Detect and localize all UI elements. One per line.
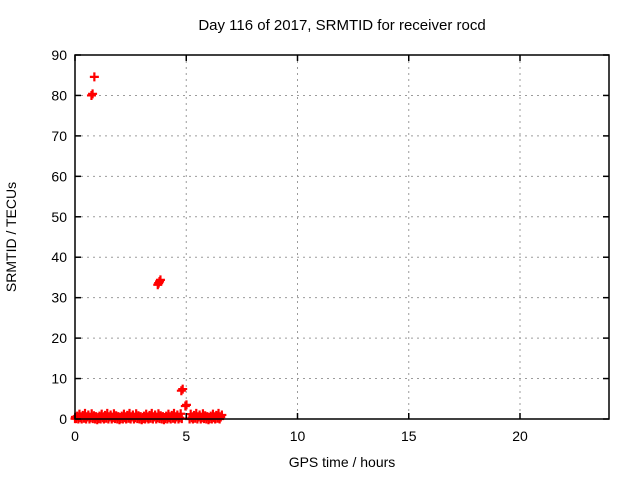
y-tick-label: 50	[51, 209, 67, 225]
y-tick-label: 70	[51, 128, 67, 144]
y-axis-label: SRMTID / TECUs	[3, 182, 19, 292]
data-point-marker	[176, 409, 186, 419]
tick-labels-layer: 0 5 10 15 20 0 10 20 30 40 50 60 70 80 90	[51, 47, 528, 444]
x-tick-label: 15	[401, 428, 417, 444]
x-tick-label: 10	[290, 428, 306, 444]
data-point-marker	[217, 410, 227, 420]
x-axis-label: GPS time / hours	[289, 454, 396, 470]
x-tick-label: 20	[512, 428, 528, 444]
y-tick-label: 0	[59, 411, 67, 427]
data-point-marker	[89, 72, 99, 82]
plot-border	[74, 54, 610, 420]
y-tick-label: 20	[51, 330, 67, 346]
data-point-marker	[155, 275, 165, 285]
data-point-marker	[86, 90, 96, 100]
y-tick-label: 60	[51, 168, 67, 184]
y-tick-label: 80	[51, 87, 67, 103]
y-tick-label: 40	[51, 249, 67, 265]
data-point-marker	[180, 401, 190, 411]
grid-layer	[75, 55, 609, 419]
x-tick-label: 5	[182, 428, 190, 444]
chart-title: Day 116 of 2017, SRMTID for receiver roc…	[198, 17, 485, 34]
y-tick-label: 10	[51, 371, 67, 387]
data-point-marker	[181, 400, 191, 410]
data-point-marker	[178, 384, 188, 394]
y-tick-label: 90	[51, 47, 67, 63]
data-points-layer	[70, 72, 227, 425]
data-point-marker	[88, 89, 98, 99]
axes-frame-layer	[74, 54, 610, 420]
x-tick-label: 0	[71, 428, 79, 444]
data-point-marker	[176, 386, 186, 396]
y-tick-label: 30	[51, 290, 67, 306]
